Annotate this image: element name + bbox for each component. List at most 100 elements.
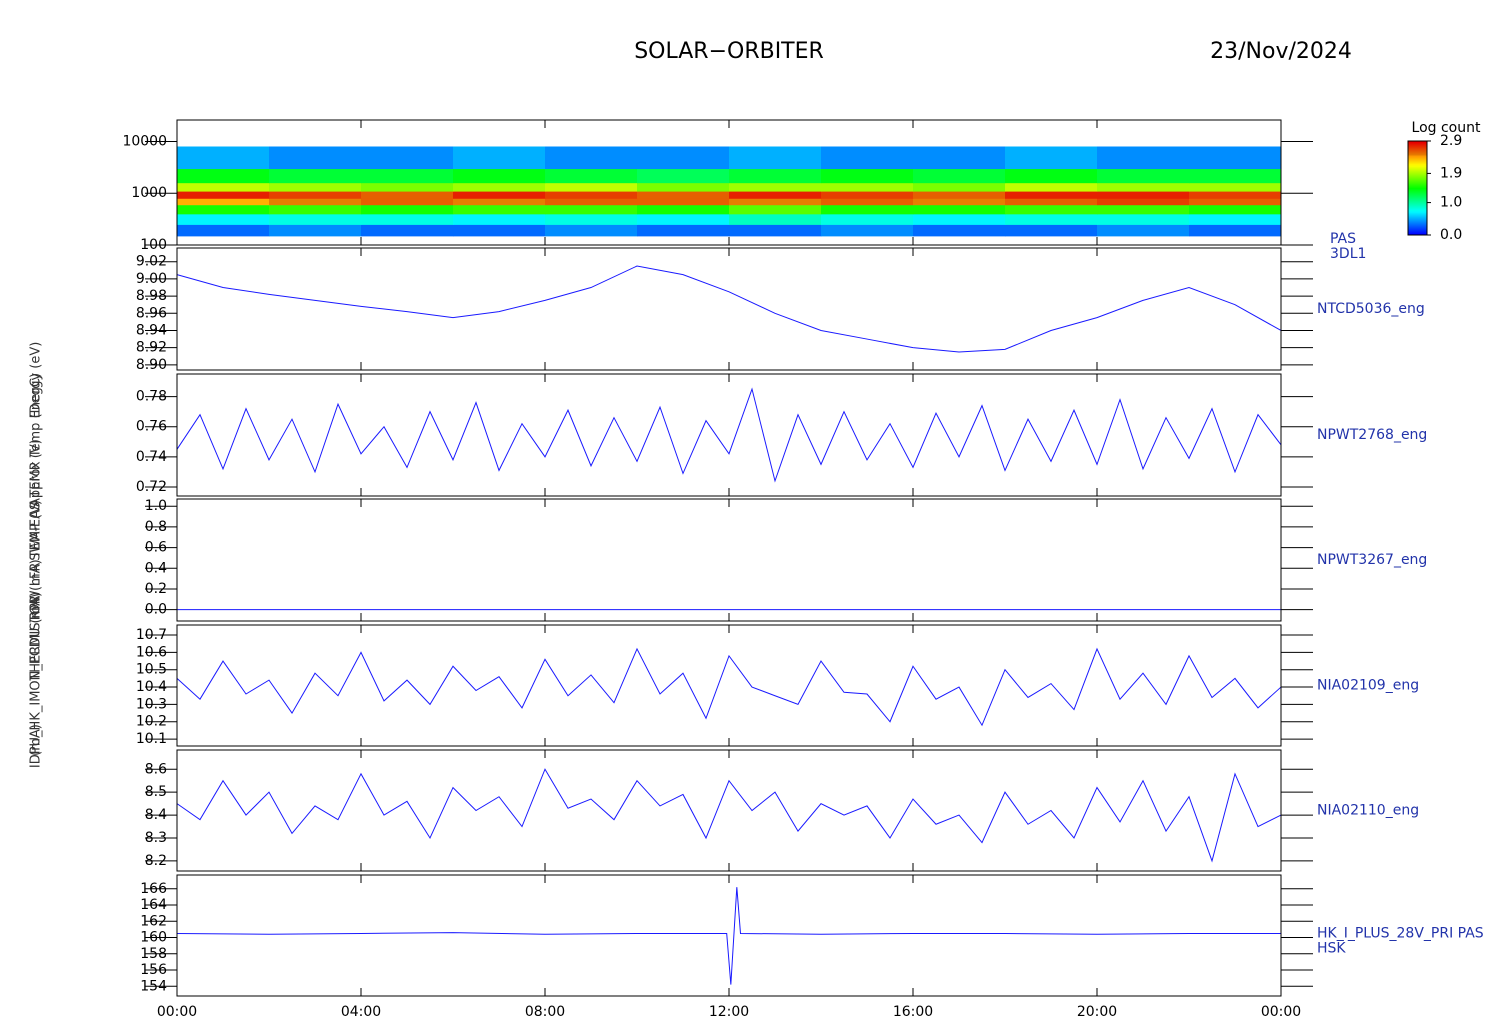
heatmap-cell: [545, 168, 638, 184]
y-tick-label: 10.4: [136, 679, 167, 695]
data-line: [176, 387, 1282, 483]
heatmap-cell: [1005, 191, 1098, 199]
y-tick-label: 160: [140, 930, 167, 946]
panel-label: NPWT3267_eng: [1317, 552, 1427, 568]
heatmap-cell: [545, 198, 638, 206]
colorbar-step: [1408, 211, 1427, 214]
colorbar-title: Log count: [1412, 120, 1481, 136]
heatmap-cell: [177, 168, 270, 184]
heatmap-cell: [1097, 204, 1190, 215]
colorbar-step: [1408, 183, 1427, 186]
heatmap-cell: [913, 198, 1006, 206]
heatmap-cell: [269, 204, 362, 215]
y-tick-label: 100: [140, 237, 167, 253]
colorbar-step: [1408, 185, 1427, 188]
heatmap-cell: [361, 224, 454, 237]
heatmap-cell: [821, 198, 914, 206]
x-tick-label: 00:00: [1261, 1004, 1301, 1020]
heatmap-cell: [913, 146, 1006, 170]
heatmap-cell: [729, 168, 822, 184]
colorbar-step: [1408, 179, 1427, 182]
y-tick-label: 8.90: [136, 357, 167, 373]
heatmap-cell: [1097, 213, 1190, 225]
colorbar-step: [1408, 197, 1427, 200]
colorbar-step: [1408, 193, 1427, 196]
colorbar-step: [1408, 191, 1427, 194]
heatmap-cell: [913, 191, 1006, 199]
y-tick-label: 10.6: [136, 644, 167, 660]
colorbar-step: [1408, 209, 1427, 212]
y-axis-label: THERMISTOR (mA): [29, 559, 44, 681]
colorbar-step: [1408, 177, 1427, 180]
y-tick-label: 8.96: [136, 305, 167, 321]
colorbar-step: [1408, 155, 1427, 158]
y-tick-label: 8.2: [145, 853, 167, 869]
heatmap-cell: [1189, 224, 1282, 237]
heatmap-cell: [1189, 146, 1282, 170]
heatmap-cell: [821, 191, 914, 199]
y-axis-label: RPW LFR TEMP (V): [29, 500, 44, 620]
heatmap-cell: [269, 182, 362, 192]
colorbar-step: [1408, 171, 1427, 174]
colorbar-step: [1408, 157, 1427, 160]
y-tick-label: 0.0: [145, 602, 167, 618]
x-tick-label: 08:00: [525, 1004, 565, 1020]
panel-label: 3DL1: [1330, 246, 1366, 262]
heatmap-cell: [177, 182, 270, 192]
y-tick-label: 162: [140, 913, 167, 929]
y-tick-label: 0.2: [145, 581, 167, 597]
colorbar-step: [1408, 215, 1427, 218]
heatmap-cell: [177, 213, 270, 225]
heatmap-cell: [177, 198, 270, 206]
heatmap-cell: [913, 182, 1006, 192]
heatmap-cell: [729, 146, 822, 170]
y-tick-label: 9.00: [136, 271, 167, 287]
heatmap-cell: [361, 198, 454, 206]
heatmap-cell: [913, 168, 1006, 184]
heatmap-cell: [637, 204, 730, 215]
heatmap-cell: [637, 198, 730, 206]
x-tick-label: 04:00: [341, 1004, 381, 1020]
colorbar-step: [1408, 175, 1427, 178]
heatmap-cell: [1005, 213, 1098, 225]
panel-frame: [176, 373, 1282, 497]
heatmap-cell: [1097, 182, 1190, 192]
y-tick-label: 158: [140, 946, 167, 962]
heatmap-cell: [177, 204, 270, 215]
y-tick-label: 164: [140, 897, 167, 913]
heatmap-cell: [177, 224, 270, 237]
heatmap-cell: [821, 146, 914, 170]
heatmap-cell: [1189, 204, 1282, 215]
heatmap-cell: [453, 224, 546, 237]
colorbar-step: [1408, 221, 1427, 224]
heatmap-cell: [269, 213, 362, 225]
y-tick-label: 10.5: [136, 662, 167, 678]
heatmap-cell: [1005, 198, 1098, 206]
panel-label: HK_I_PLUS_28V_PRI PAS: [1317, 926, 1484, 942]
chart-date: 23/Nov/2024: [1210, 39, 1352, 64]
colorbar-step: [1408, 151, 1427, 154]
y-tick-label: 10.2: [136, 714, 167, 730]
x-tick-label: 12:00: [709, 1004, 749, 1020]
heatmap-cell: [729, 182, 822, 192]
heatmap-cell: [821, 168, 914, 184]
heatmap-cell: [821, 182, 914, 192]
panel-frame: [176, 498, 1282, 622]
heatmap-cell: [453, 204, 546, 215]
heatmap-cell: [821, 224, 914, 237]
heatmap-cell: [269, 198, 362, 206]
colorbar-step: [1408, 159, 1427, 162]
heatmap-cell: [361, 213, 454, 225]
heatmap-cell: [729, 191, 822, 199]
y-tick-label: 8.4: [145, 807, 167, 823]
colorbar-frame: [1407, 140, 1428, 236]
heatmap-cell: [1189, 182, 1282, 192]
y-tick-label: 8.98: [136, 288, 167, 304]
colorbar-tick-label: 1.0: [1440, 195, 1462, 211]
heatmap-cell: [453, 198, 546, 206]
y-tick-label: 8.92: [136, 340, 167, 356]
heatmap-cell: [545, 191, 638, 199]
y-tick-label: 1.0: [145, 498, 167, 514]
heatmap-cell: [361, 146, 454, 170]
